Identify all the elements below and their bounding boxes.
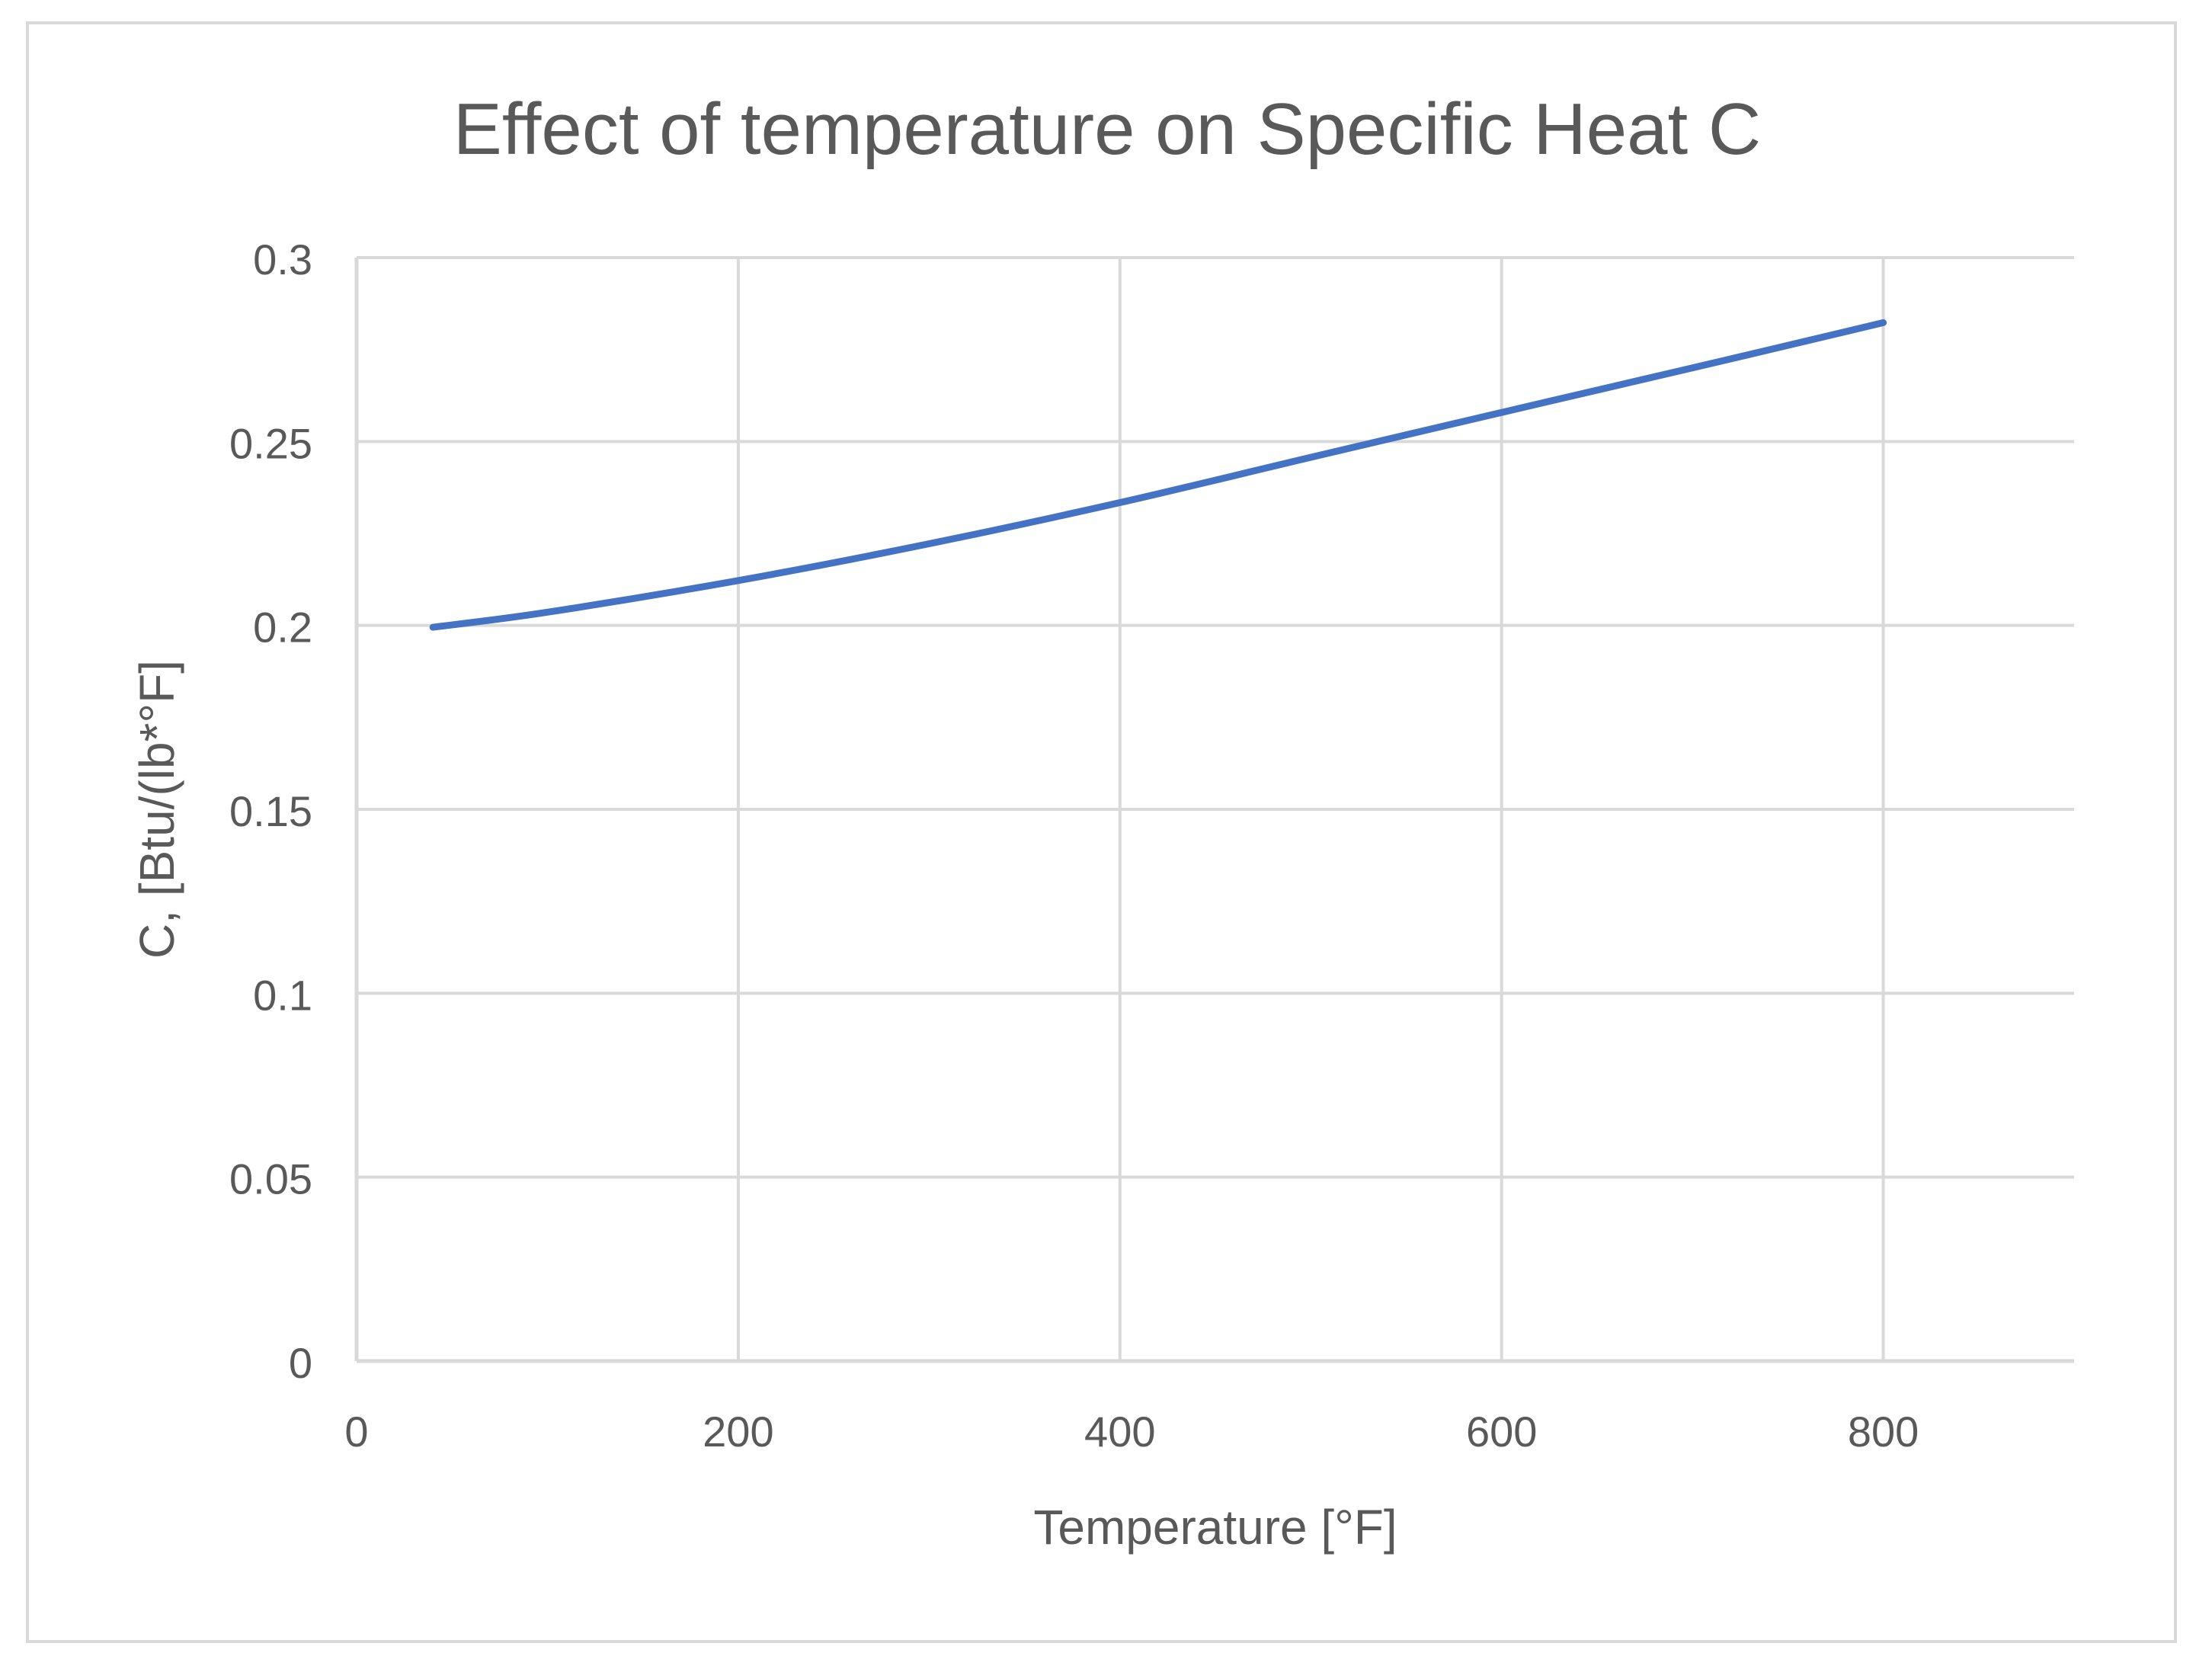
series-line-0 — [429, 319, 1887, 631]
tick-label-layer: 0 0.05 0.1 0.15 0.2 0.25 0.3 0 200 400 600 800 — [229, 235, 1919, 1456]
x-tick-label: 400 — [1084, 1408, 1155, 1456]
y-tick-label: 0.15 — [229, 787, 312, 835]
y-axis-title: C, [Btu/(lb*°F] — [130, 660, 184, 959]
y-tick-label: 0 — [289, 1339, 312, 1387]
grid-layer — [357, 256, 2074, 1361]
x-tick-label: 600 — [1466, 1408, 1537, 1456]
axis-layer — [354, 258, 2074, 1363]
series-layer — [429, 319, 1887, 631]
y-tick-label: 0.25 — [229, 419, 312, 467]
chart-area — [26, 21, 2177, 1643]
y-tick-label: 0.2 — [253, 604, 312, 652]
x-axis-title: Temperature [°F] — [1033, 1500, 1397, 1555]
y-tick-label: 0.3 — [253, 235, 312, 283]
y-tick-label: 0.1 — [253, 971, 312, 1019]
x-tick-label: 200 — [703, 1408, 773, 1456]
chart-title: Effect of temperature on Specific Heat C — [453, 88, 1761, 170]
x-tick-label: 800 — [1848, 1408, 1919, 1456]
y-tick-label: 0.05 — [229, 1155, 312, 1203]
x-tick-label: 0 — [344, 1408, 368, 1456]
